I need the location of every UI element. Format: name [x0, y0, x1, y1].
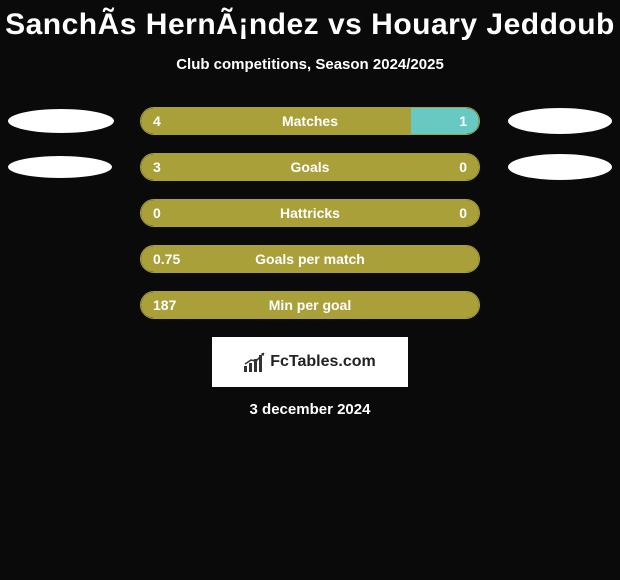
stat-row: Goals 3 0	[0, 153, 620, 181]
stat-value-left: 4	[153, 113, 161, 129]
stat-label: Matches	[282, 113, 338, 129]
stat-rows: Matches 4 1 Goals 3 0 Hattricks 0 0 Goals per mat…	[0, 107, 620, 319]
page-title: SanchÃ­s HernÃ¡ndez vs Houary Jeddoub	[0, 8, 620, 42]
stat-label: Min per goal	[269, 297, 351, 313]
stat-value-left: 0	[153, 205, 161, 221]
player-ellipse-right	[508, 154, 612, 180]
stat-bar-left	[141, 108, 411, 134]
stat-row: Hattricks 0 0	[0, 199, 620, 227]
comparison-widget: SanchÃ­s HernÃ¡ndez vs Houary Jeddoub Cl…	[0, 0, 620, 418]
stat-value-right: 0	[459, 205, 467, 221]
player-ellipse-left	[8, 109, 114, 133]
stat-value-left: 0.75	[153, 251, 180, 267]
brand-box[interactable]: FcTables.com	[212, 337, 408, 387]
stat-bar: Hattricks 0 0	[140, 199, 480, 227]
stat-label: Hattricks	[280, 205, 340, 221]
stat-value-left: 187	[153, 297, 176, 313]
stat-value-right: 0	[459, 159, 467, 175]
stat-row: Min per goal 187	[0, 291, 620, 319]
player-ellipse-right	[508, 108, 612, 134]
brand-text: FcTables.com	[270, 353, 376, 371]
stat-value-right: 1	[459, 113, 467, 129]
player-ellipse-left	[8, 156, 112, 178]
stat-value-left: 3	[153, 159, 161, 175]
brand-chart-icon	[244, 352, 266, 372]
stat-row: Goals per match 0.75	[0, 245, 620, 273]
stat-row: Matches 4 1	[0, 107, 620, 135]
stat-bar: Goals 3 0	[140, 153, 480, 181]
date-text: 3 december 2024	[0, 401, 620, 418]
subtitle: Club competitions, Season 2024/2025	[0, 56, 620, 73]
stat-bar: Matches 4 1	[140, 107, 480, 135]
stat-bar: Goals per match 0.75	[140, 245, 480, 273]
stat-label: Goals per match	[255, 251, 365, 267]
stat-bar: Min per goal 187	[140, 291, 480, 319]
stat-label: Goals	[291, 159, 330, 175]
stat-bar-right	[411, 108, 479, 134]
